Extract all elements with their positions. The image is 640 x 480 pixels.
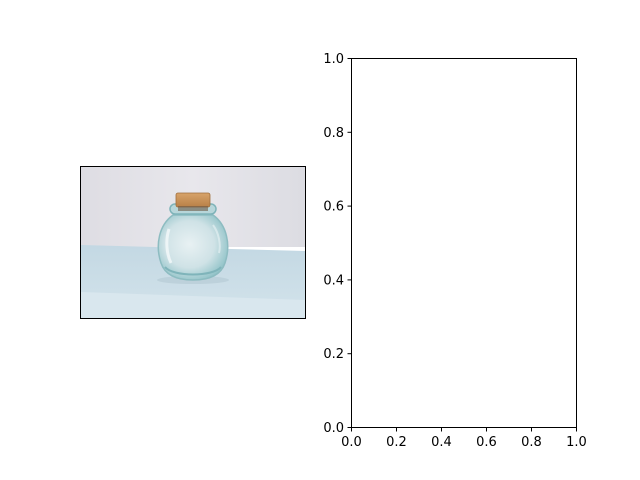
y-axis: 0.0 0.2 0.4 0.6 0.8 1.0 [323,52,352,436]
cork-shadow [178,206,208,211]
y-tick-label: 0.0 [323,421,344,436]
table-edge [81,292,305,318]
jar-base [164,266,222,276]
x-tick-label: 0.4 [431,435,452,450]
axes-frame [351,58,577,428]
x-tick-label: 0.6 [476,435,497,450]
y-tick-label: 0.4 [323,273,344,288]
x-tick-label: 0.8 [521,435,542,450]
x-tick-label: 0.0 [341,435,362,450]
glass-jar-photo [81,167,305,318]
glass-reflection [212,224,221,254]
y-tick-label: 0.2 [323,347,344,362]
jar-body [157,214,229,281]
y-tick-label: 1.0 [323,52,344,67]
y-tick-label: 0.6 [323,200,344,215]
photo-panel [80,166,306,319]
x-axis: 0.0 0.2 0.4 0.6 0.8 1.0 [341,427,587,450]
x-tick-label: 1.0 [566,435,587,450]
y-tick-label: 0.8 [323,126,344,141]
x-tick-label: 0.2 [386,435,407,450]
glass-highlight [165,228,173,264]
